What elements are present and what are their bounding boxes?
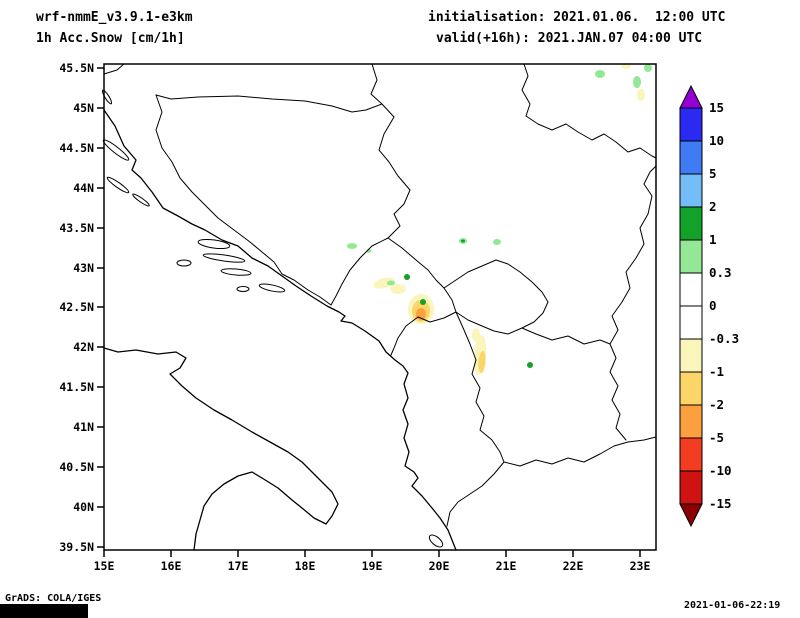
snow-blob	[420, 299, 426, 305]
colorbar-label: -10	[709, 463, 732, 478]
colorbar-segment	[679, 338, 703, 373]
snow-blob	[478, 351, 486, 373]
snow-blob	[387, 280, 395, 286]
colorbar-segment	[679, 470, 703, 505]
country-border	[503, 436, 657, 467]
island-outline	[202, 253, 246, 263]
colorbar-label: -1	[709, 364, 724, 379]
x-axis-tick-label: 16E	[161, 559, 182, 573]
y-axis-tick-label: 42.5N	[59, 300, 94, 314]
y-axis-tick-label: 41.5N	[59, 380, 94, 394]
colorbar-label: 2	[709, 199, 717, 214]
y-axis-tick-label: 40.5N	[59, 460, 94, 474]
colorbar-segment	[679, 272, 703, 307]
country-border	[370, 63, 383, 105]
colorbar-label: 5	[709, 166, 717, 181]
country-border	[521, 63, 657, 159]
island-outline	[236, 286, 250, 292]
colorbar-label: 10	[709, 133, 724, 148]
colorbar-segment	[679, 305, 703, 340]
island-outline	[428, 534, 444, 548]
country-border	[155, 94, 395, 118]
country-border	[103, 63, 125, 75]
colorbar-top-arrow	[679, 84, 703, 109]
x-axis-tick-label: 22E	[563, 559, 584, 573]
colorbar-label: -0.3	[709, 331, 739, 346]
island-outline	[106, 176, 130, 194]
y-axis-tick-label: 40N	[73, 500, 94, 514]
x-axis-tick-label: 18E	[295, 559, 316, 573]
y-axis-tick-label: 45N	[73, 101, 94, 115]
island-outline	[176, 259, 192, 267]
colorbar-segment	[679, 140, 703, 175]
colorbar-segment	[679, 371, 703, 406]
country-border	[378, 116, 411, 239]
y-axis-tick-label: 42N	[73, 340, 94, 354]
grads-credit: GrADS: COLA/IGES	[5, 593, 102, 604]
colorbar-segment	[679, 206, 703, 241]
island-outline	[101, 89, 113, 105]
colorbar-bottom-arrow	[679, 503, 703, 528]
country-border	[330, 237, 389, 306]
island-outline	[197, 238, 231, 250]
snow-blob	[404, 274, 410, 280]
country-border	[521, 327, 611, 345]
snow-blob	[461, 239, 465, 243]
snow-blob	[347, 243, 357, 249]
island-outline	[258, 283, 286, 293]
colorbar-label: 0.3	[709, 265, 732, 280]
island-outline	[132, 193, 150, 207]
init-time-label: initialisation: 2021.01.06. 12:00 UTC	[428, 10, 726, 25]
colorbar-label: 0	[709, 298, 717, 313]
coastline	[103, 109, 457, 551]
y-axis-tick-label: 43.5N	[59, 221, 94, 235]
creation-timestamp: 2021-01-06-22:19	[684, 600, 781, 611]
colorbar-segment	[679, 239, 703, 274]
x-axis-tick-label: 17E	[228, 559, 249, 573]
model-title: wrf-nmmE_v3.9.1-e3km	[36, 10, 193, 25]
y-axis-tick-label: 39.5N	[59, 540, 94, 554]
snow-blob	[633, 76, 641, 88]
y-axis-tick-label: 45.5N	[59, 61, 94, 75]
snow-blob	[472, 328, 480, 342]
country-border	[446, 311, 505, 527]
island-outline	[102, 139, 130, 161]
x-axis-tick-label: 23E	[630, 559, 651, 573]
coastline	[103, 347, 339, 551]
x-axis-tick-label: 15E	[94, 559, 115, 573]
snow-blob	[595, 70, 605, 78]
snow-blob	[390, 284, 406, 294]
y-axis-tick-label: 44.5N	[59, 141, 94, 155]
snow-blob	[373, 277, 395, 289]
colorbar-label: -2	[709, 397, 724, 412]
y-axis-tick-label: 41N	[73, 420, 94, 434]
valid-time-label: valid(+16h): 2021.JAN.07 04:00 UTC	[436, 31, 703, 46]
country-border	[609, 343, 627, 441]
map-frame	[103, 63, 657, 551]
colorbar-segment	[679, 173, 703, 208]
country-border	[609, 165, 657, 345]
colorbar-label: -15	[709, 496, 732, 511]
product-title: 1h Acc.Snow [cm/1h]	[36, 31, 185, 46]
snow-blob	[637, 89, 645, 101]
x-axis-tick-label: 21E	[496, 559, 517, 573]
colorbar-label: 1	[709, 232, 717, 247]
snow-blob	[644, 64, 652, 72]
colorbar-label: -5	[709, 430, 724, 445]
x-axis-tick-label: 19E	[362, 559, 383, 573]
country-border	[443, 259, 549, 335]
country-border	[155, 94, 332, 306]
colorbar-segment	[679, 437, 703, 472]
x-axis-tick-label: 20E	[429, 559, 450, 573]
y-axis-tick-label: 44N	[73, 181, 94, 195]
colorbar-segment	[679, 404, 703, 439]
colorbar-segment	[679, 107, 703, 142]
island-outline	[220, 268, 252, 276]
bottom-black-bar	[0, 604, 88, 618]
snow-blob	[493, 239, 501, 245]
y-axis-tick-label: 43N	[73, 261, 94, 275]
colorbar-label: 15	[709, 100, 724, 115]
snow-blob	[527, 362, 533, 368]
